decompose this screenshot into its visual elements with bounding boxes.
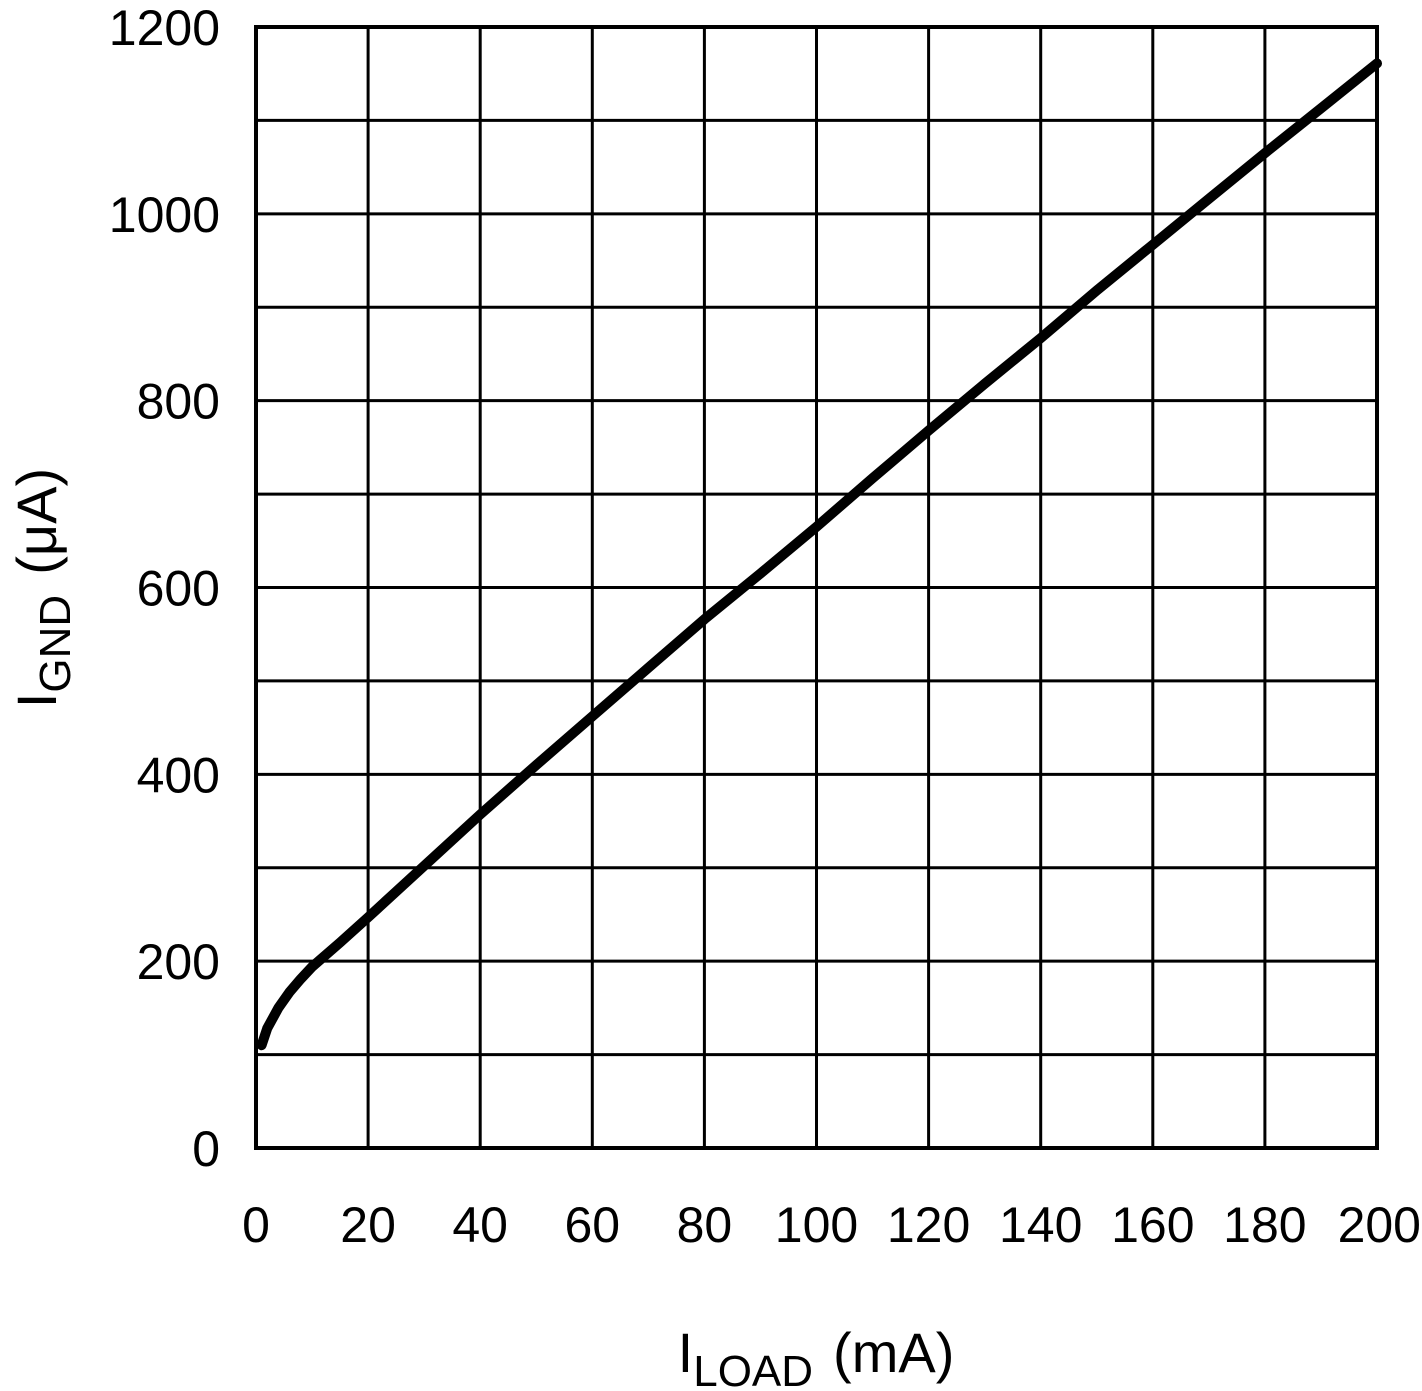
x-axis-title-sub: LOAD bbox=[693, 1347, 813, 1391]
y-tick-label: 200 bbox=[137, 934, 220, 990]
y-tick-label: 800 bbox=[137, 374, 220, 430]
x-tick-labels: 0 20 40 60 80 100 120 140 160 180 200 bbox=[242, 1197, 1421, 1253]
y-axis-title: IGND (μA) bbox=[5, 468, 80, 708]
x-tick-label: 200 bbox=[1338, 1197, 1421, 1253]
x-tick-label: 80 bbox=[677, 1197, 733, 1253]
x-tick-label: 20 bbox=[340, 1197, 396, 1253]
x-axis-title: ILOAD (mA) bbox=[678, 1321, 955, 1391]
x-tick-label: 140 bbox=[999, 1197, 1082, 1253]
y-axis-title-unit: (μA) bbox=[5, 468, 68, 575]
y-tick-label: 1200 bbox=[109, 0, 220, 56]
y-tick-label: 1000 bbox=[109, 187, 220, 243]
x-tick-label: 60 bbox=[564, 1197, 620, 1253]
y-axis-title-main: I bbox=[5, 693, 68, 709]
x-axis-title-main: I bbox=[678, 1321, 694, 1384]
x-tick-label: 120 bbox=[887, 1197, 970, 1253]
x-tick-label: 100 bbox=[775, 1197, 858, 1253]
grid-lines bbox=[256, 27, 1377, 1148]
series-line bbox=[256, 58, 1382, 1051]
y-tick-labels: 0 200 400 600 800 1000 1200 bbox=[109, 0, 220, 1177]
plot-frame bbox=[254, 25, 1379, 1150]
x-tick-label: 180 bbox=[1223, 1197, 1306, 1253]
x-tick-label: 0 bbox=[242, 1197, 270, 1253]
y-tick-label: 400 bbox=[137, 747, 220, 803]
y-tick-label: 600 bbox=[137, 561, 220, 617]
x-tick-label: 160 bbox=[1111, 1197, 1194, 1253]
y-tick-label: 0 bbox=[192, 1121, 220, 1177]
y-axis-title-sub: GND bbox=[31, 595, 80, 693]
x-tick-label: 40 bbox=[452, 1197, 508, 1253]
x-axis-title-unit: (mA) bbox=[833, 1321, 954, 1384]
